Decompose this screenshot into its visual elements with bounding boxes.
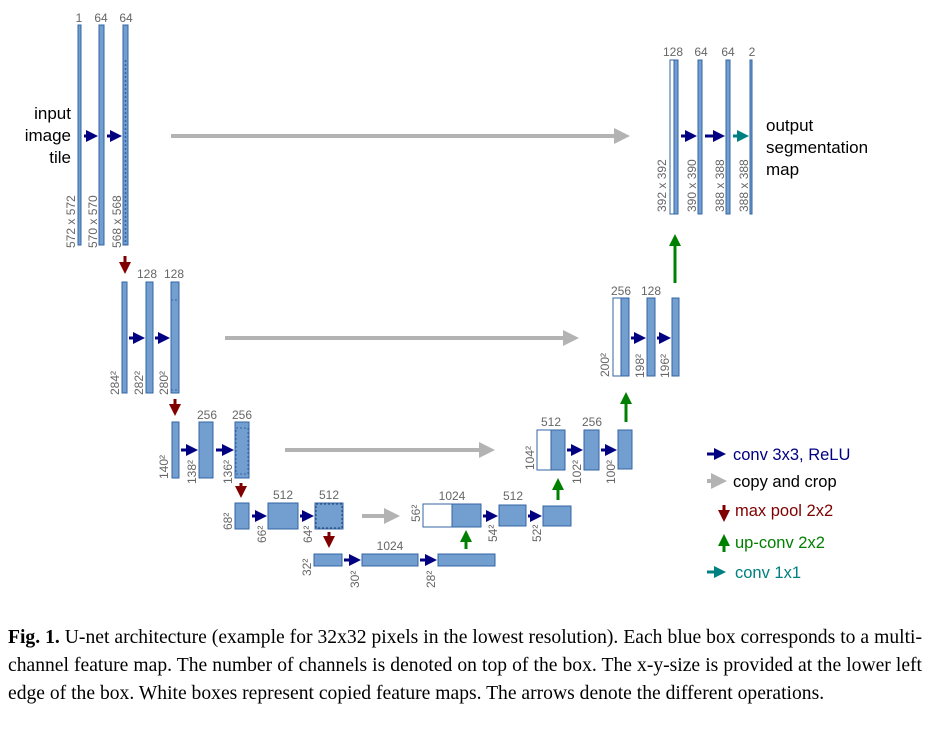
size-label: 200² bbox=[598, 353, 612, 377]
feature-map-u4-up bbox=[451, 503, 482, 528]
size-label: 390 x 390 bbox=[685, 159, 699, 212]
feature-map-l1-conv1 bbox=[98, 24, 105, 246]
crop-region-l3 bbox=[235, 427, 249, 475]
size-label: 568 x 568 bbox=[110, 195, 124, 248]
channel-label: 256 bbox=[611, 284, 631, 298]
size-label: 102² bbox=[570, 460, 584, 484]
feature-map-u1-conv2 bbox=[725, 59, 731, 215]
feature-map-u4-conv1 bbox=[498, 504, 527, 527]
legend-label: up-conv 2x2 bbox=[735, 534, 825, 552]
output-map bbox=[749, 59, 753, 215]
channel-label: 128 bbox=[137, 267, 157, 281]
feature-map-l2-conv2 bbox=[170, 281, 180, 394]
crop-region-l4 bbox=[315, 503, 343, 529]
size-label: 388 x 388 bbox=[713, 159, 727, 212]
size-label: 54² bbox=[486, 525, 500, 542]
size-label: 196² bbox=[658, 354, 672, 378]
feature-map-l4-conv2 bbox=[314, 502, 344, 530]
feature-map-l4-conv1 bbox=[267, 502, 299, 530]
size-label: 138² bbox=[185, 460, 199, 484]
feature-map-u3-conv1 bbox=[583, 429, 600, 471]
channel-label: 128 bbox=[641, 284, 661, 298]
figure-caption: Fig. 1. U-net architecture (example for … bbox=[8, 624, 922, 708]
size-label: 572 x 572 bbox=[64, 195, 78, 248]
legend-label: copy and crop bbox=[733, 473, 837, 491]
feature-map-l5-pool bbox=[313, 553, 343, 567]
size-label: 30² bbox=[348, 571, 362, 588]
channel-label: 256 bbox=[582, 415, 602, 429]
size-label: 100² bbox=[604, 460, 618, 484]
channel-label: 512 bbox=[541, 415, 561, 429]
size-label: 284² bbox=[108, 371, 122, 395]
size-label: 136² bbox=[221, 460, 235, 484]
feature-map-l4-pool bbox=[234, 502, 250, 530]
legend-label: conv 1x1 bbox=[735, 564, 801, 582]
size-label: 140² bbox=[157, 455, 171, 479]
size-label: 56² bbox=[409, 505, 423, 522]
size-label: 32² bbox=[300, 559, 314, 576]
channel-label: 2 bbox=[749, 45, 756, 59]
feature-map-l3-conv1 bbox=[198, 421, 214, 479]
channel-label: 64 bbox=[94, 11, 108, 25]
size-label: 570 x 570 bbox=[86, 195, 100, 248]
feature-map-u4-conv2 bbox=[542, 505, 572, 527]
channel-label: 1024 bbox=[439, 489, 466, 503]
size-label: 64² bbox=[301, 526, 315, 543]
feature-map-l5-conv2 bbox=[437, 553, 496, 567]
feature-map-u1-conv1 bbox=[697, 59, 703, 215]
crop-region-l2 bbox=[170, 299, 180, 391]
size-label: 198² bbox=[633, 354, 647, 378]
feature-map-u2-conv1 bbox=[646, 297, 656, 377]
output-label: map bbox=[766, 160, 799, 179]
input-label: input bbox=[34, 104, 71, 123]
feature-map-l3-conv2 bbox=[234, 421, 250, 479]
channel-label: 64 bbox=[694, 45, 708, 59]
feature-map-u3-up bbox=[550, 429, 566, 471]
feature-map-u3-conv2 bbox=[617, 429, 633, 470]
channel-label: 128 bbox=[164, 267, 184, 281]
size-label: 280² bbox=[157, 371, 171, 395]
size-label: 28² bbox=[424, 571, 438, 588]
feature-map-l2-conv1 bbox=[145, 281, 154, 394]
size-label: 392 x 392 bbox=[655, 159, 669, 212]
channel-label: 128 bbox=[663, 45, 683, 59]
channel-label: 1 bbox=[76, 11, 83, 25]
output-label: segmentation bbox=[766, 138, 868, 157]
feature-map-l3-pool bbox=[171, 421, 180, 479]
channel-label: 64 bbox=[721, 45, 735, 59]
figure-number: Fig. 1. bbox=[8, 627, 60, 648]
feature-map-u2-conv2 bbox=[671, 297, 680, 377]
feature-map-l2-pool bbox=[121, 281, 128, 394]
feature-map-l1-input bbox=[77, 24, 82, 246]
size-label: 282² bbox=[132, 371, 146, 395]
output-label: output bbox=[766, 116, 814, 135]
channel-label: 256 bbox=[197, 408, 217, 422]
feature-map-u1-up bbox=[673, 59, 679, 215]
size-label: 68² bbox=[221, 513, 235, 530]
feature-map-l5-conv1 bbox=[361, 553, 419, 567]
unet-diagram: 1 64 64 572 x 572 570 x 570 568 x 568 in… bbox=[25, 11, 868, 588]
input-label: tile bbox=[49, 148, 71, 167]
size-label: 52² bbox=[530, 525, 544, 542]
channel-label: 512 bbox=[503, 489, 523, 503]
legend-label: conv 3x3, ReLU bbox=[733, 446, 850, 464]
size-label: 104² bbox=[523, 446, 537, 470]
legend-label: max pool 2x2 bbox=[735, 502, 833, 520]
channel-label: 512 bbox=[319, 488, 339, 502]
channel-label: 1024 bbox=[377, 539, 404, 553]
size-label: 388 x 388 bbox=[737, 159, 751, 212]
channel-label: 256 bbox=[232, 408, 252, 422]
copied-feature-map-u2 bbox=[612, 297, 622, 377]
input-label: image bbox=[25, 126, 71, 145]
caption-text: U-net architecture (example for 32x32 pi… bbox=[8, 627, 922, 704]
copied-feature-map-u3 bbox=[536, 429, 552, 471]
legend: conv 3x3, ReLU copy and crop max pool 2x… bbox=[707, 446, 850, 582]
feature-map-u2-up bbox=[620, 297, 630, 377]
channel-label: 64 bbox=[119, 11, 133, 25]
size-label: 66² bbox=[255, 526, 269, 543]
channel-label: 512 bbox=[273, 488, 293, 502]
copied-feature-map-u4 bbox=[422, 503, 453, 528]
copied-feature-map-u1 bbox=[669, 59, 675, 215]
